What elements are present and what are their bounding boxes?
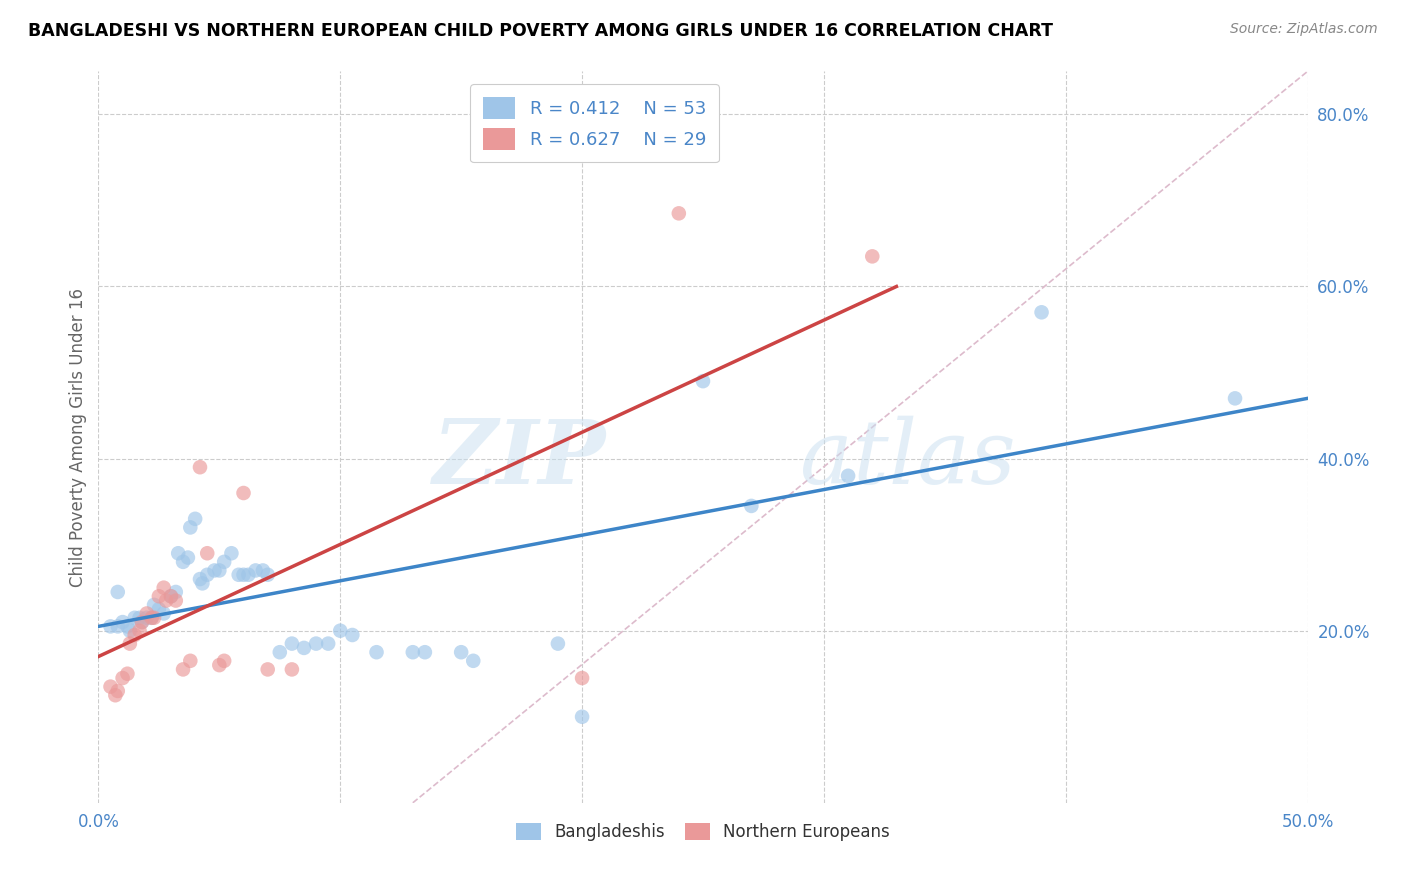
Point: [148, 602, 170, 616]
Point: [571, 671, 593, 685]
Point: [117, 619, 139, 633]
Point: [111, 671, 134, 685]
Point: [155, 593, 177, 607]
Point: [547, 637, 569, 651]
Point: [281, 637, 304, 651]
Point: [100, 680, 122, 694]
Text: BANGLADESHI VS NORTHERN EUROPEAN CHILD POVERTY AMONG GIRLS UNDER 16 CORRELATION : BANGLADESHI VS NORTHERN EUROPEAN CHILD P…: [28, 22, 1053, 40]
Point: [141, 611, 163, 625]
Point: [107, 619, 129, 633]
Point: [152, 581, 174, 595]
Point: [165, 593, 187, 607]
Point: [329, 624, 352, 638]
Point: [228, 567, 250, 582]
Point: [177, 550, 200, 565]
Point: [212, 654, 235, 668]
Point: [179, 520, 201, 534]
Point: [316, 637, 339, 651]
Point: [195, 546, 218, 560]
Point: [692, 374, 714, 388]
Point: [165, 585, 187, 599]
Point: [172, 555, 194, 569]
Point: [100, 619, 122, 633]
Point: [238, 567, 260, 582]
Point: [118, 624, 141, 638]
Point: [160, 589, 183, 603]
Point: [104, 688, 127, 702]
Text: atlas: atlas: [800, 416, 1015, 502]
Point: [152, 607, 174, 621]
Point: [143, 598, 166, 612]
Point: [668, 206, 690, 220]
Point: [221, 546, 243, 560]
Text: Source: ZipAtlas.com: Source: ZipAtlas.com: [1230, 22, 1378, 37]
Point: [135, 607, 157, 621]
Point: [188, 460, 211, 475]
Point: [252, 564, 274, 578]
Point: [143, 611, 166, 625]
Point: [128, 611, 150, 625]
Point: [191, 576, 214, 591]
Point: [124, 611, 146, 625]
Point: [450, 645, 472, 659]
Point: [1031, 305, 1053, 319]
Point: [740, 499, 762, 513]
Point: [208, 658, 231, 673]
Point: [107, 585, 129, 599]
Point: [135, 611, 157, 625]
Point: [366, 645, 388, 659]
Point: [571, 710, 593, 724]
Point: [117, 666, 139, 681]
Point: [305, 637, 328, 651]
Point: [148, 589, 170, 603]
Point: [245, 564, 267, 578]
Text: ZIP: ZIP: [433, 416, 606, 502]
Point: [256, 567, 278, 582]
Point: [118, 637, 141, 651]
Point: [160, 589, 183, 603]
Point: [131, 615, 153, 629]
Point: [1223, 392, 1246, 406]
Point: [128, 624, 150, 638]
Point: [860, 249, 883, 263]
Point: [131, 615, 153, 629]
Point: [212, 555, 235, 569]
Point: [179, 654, 201, 668]
Point: [107, 684, 129, 698]
Point: [269, 645, 291, 659]
Point: [124, 628, 146, 642]
Point: [141, 611, 163, 625]
Point: [184, 512, 207, 526]
Point: [413, 645, 436, 659]
Point: [837, 468, 859, 483]
Point: [402, 645, 425, 659]
Point: [281, 662, 304, 676]
Legend: Bangladeshis, Northern Europeans: Bangladeshis, Northern Europeans: [508, 814, 898, 849]
Point: [292, 640, 315, 655]
Point: [232, 486, 254, 500]
Point: [195, 567, 218, 582]
Point: [256, 662, 278, 676]
Y-axis label: Child Poverty Among Girls Under 16: Child Poverty Among Girls Under 16: [69, 287, 87, 587]
Point: [204, 564, 226, 578]
Point: [208, 564, 231, 578]
Point: [342, 628, 364, 642]
Point: [463, 654, 485, 668]
Point: [167, 546, 190, 560]
Point: [232, 567, 254, 582]
Point: [172, 662, 194, 676]
Point: [188, 572, 211, 586]
Point: [111, 615, 134, 629]
